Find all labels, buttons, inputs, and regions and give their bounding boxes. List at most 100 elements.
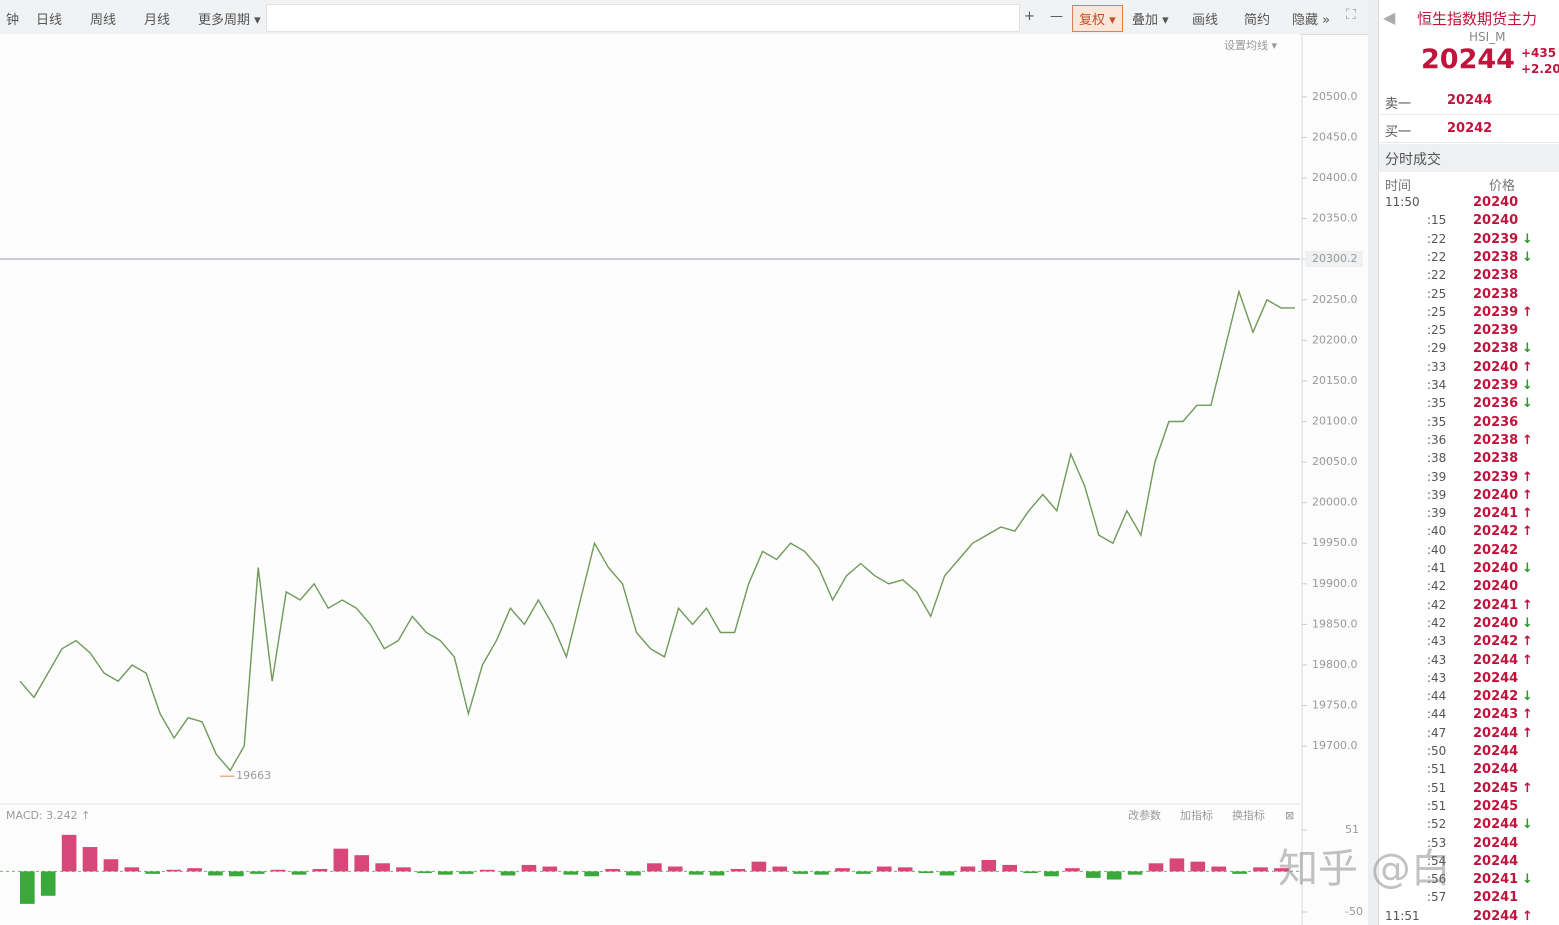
toolbar: 钟 日线 周线 月线 更多周期 ▾ + — 复权 ▾ 叠加 ▾ 画线 简约 隐藏 » ⛶ (0, 0, 1368, 35)
y-tick-label: 20150.0 (1312, 374, 1358, 387)
macd-bar (1211, 866, 1227, 872)
trade-price: 20240 (1473, 561, 1519, 576)
macd-bar (918, 871, 934, 874)
trade-time: 11:50 (1385, 195, 1420, 209)
toolbar-button[interactable]: 叠加 ▾ (1132, 13, 1169, 28)
toolbar-button[interactable]: 周线 (90, 13, 117, 28)
trade-time: :39 (1427, 506, 1447, 521)
trade-time: :36 (1427, 432, 1447, 447)
trade-arrow: ↑ (1522, 597, 1533, 613)
y-tick-label: 19850.0 (1312, 617, 1358, 630)
trade-price: 20241 (1473, 506, 1519, 522)
trade-price: 20240 (1473, 195, 1519, 210)
macd-bar (793, 871, 808, 874)
macd-bar (521, 864, 537, 872)
book-value: 20244 (1447, 93, 1493, 108)
macd-bar (103, 859, 119, 872)
trade-time: :38 (1427, 451, 1447, 466)
trade-time: :22 (1427, 231, 1447, 246)
section-bar (1379, 144, 1559, 172)
ma-button[interactable]: 设置均线 ▾ (1224, 38, 1277, 52)
trade-time: :33 (1427, 359, 1447, 374)
splitter[interactable] (1368, 0, 1378, 925)
trade-price: 20239 (1473, 378, 1519, 393)
book-value: 20242 (1447, 121, 1493, 136)
trade-price: 20239 (1473, 304, 1519, 320)
trade-price: 20244 (1473, 670, 1519, 686)
macd-bar (1190, 861, 1206, 872)
macd-bar (1232, 871, 1247, 874)
toolbar-button[interactable]: 月线 (144, 13, 171, 28)
trade-time: :25 (1427, 286, 1447, 301)
toolbar-button[interactable]: 复权 ▾ (1072, 5, 1123, 32)
collapse-arrow[interactable]: ◀ (1383, 8, 1396, 27)
y-tick-label: 19950.0 (1312, 536, 1358, 549)
toolbar-input[interactable] (266, 4, 1020, 32)
trade-price: 20242 (1473, 524, 1519, 540)
macd-bar (772, 866, 788, 872)
trade-price: 20244 (1473, 817, 1519, 833)
macd-bar (1044, 871, 1059, 877)
toolbar-button[interactable]: 画线 (1192, 13, 1219, 28)
macd-bar (458, 871, 474, 874)
book-row-line (1379, 142, 1559, 143)
trade-time: :42 (1427, 597, 1447, 612)
macd-bar (500, 871, 516, 876)
toolbar-button[interactable]: 钟 (6, 13, 20, 28)
fullscreen[interactable]: ⛶ (1346, 7, 1356, 23)
trade-price: 20244 (1473, 762, 1519, 778)
macd-bar (1023, 871, 1038, 874)
trade-time: :29 (1427, 341, 1447, 356)
trade-time: :22 (1427, 249, 1447, 264)
y-tick-label: 20250.0 (1312, 293, 1358, 306)
trade-arrow: ↑ (1522, 304, 1533, 320)
macd-bar (270, 869, 286, 872)
macd-bar (396, 867, 411, 872)
toolbar-button[interactable]: 简约 (1244, 13, 1271, 28)
toolbar-button[interactable]: + (1024, 9, 1035, 24)
macd-bar (1127, 871, 1143, 875)
trade-price: 20240 (1473, 487, 1519, 503)
y-tick-label: 19800.0 (1312, 658, 1358, 671)
trade-time: :39 (1427, 487, 1447, 502)
macd-bar (291, 871, 307, 875)
trade-price: 20240 (1473, 213, 1519, 229)
trade-time: :34 (1427, 378, 1447, 392)
macd-bar (1106, 871, 1122, 880)
macd-bar (939, 871, 955, 876)
change: +435 (1521, 46, 1557, 60)
macd-bar (1274, 868, 1289, 872)
y-tick-label: 20450.0 (1312, 130, 1358, 143)
book-label: 买一 (1385, 125, 1412, 140)
macd-bar (981, 860, 997, 872)
toolbar-button[interactable]: 隐藏 » (1292, 13, 1331, 28)
trade-arrow: ↓ (1522, 872, 1533, 888)
trade-price: 20236 (1473, 414, 1519, 430)
trade-time: :43 (1427, 670, 1447, 685)
macd-button[interactable]: 加指标 (1180, 808, 1213, 822)
trade-time: :25 (1427, 323, 1447, 338)
macd-button[interactable]: 改参数 (1128, 808, 1161, 822)
trade-arrow: ↓ (1522, 231, 1533, 247)
trade-arrow: ↑ (1522, 652, 1533, 668)
macd-bar (1169, 858, 1185, 872)
trade-time: :15 (1427, 213, 1447, 228)
trade-price: 20236 (1473, 396, 1519, 412)
macd-bar (20, 871, 35, 904)
trade-price: 20238 (1473, 286, 1519, 302)
trade-price: 20238 (1473, 432, 1519, 448)
y-tick-label: 19750.0 (1312, 699, 1358, 712)
trade-price: 20242 (1473, 689, 1519, 705)
macd-bar (124, 867, 140, 872)
macd-bar (835, 868, 850, 872)
toolbar-button[interactable]: 日线 (36, 13, 63, 28)
macd-bar (354, 855, 370, 872)
macd-button[interactable]: 换指标 (1232, 808, 1265, 822)
macd-bar (187, 868, 202, 872)
macd-label: MACD: 3.242 ↑ (6, 809, 90, 822)
toolbar-button[interactable]: — (1050, 9, 1063, 24)
trade-price: 20239 (1473, 323, 1519, 339)
toolbar-button[interactable]: 更多周期 ▾ (198, 13, 261, 28)
trade-price: 20238 (1473, 341, 1519, 357)
